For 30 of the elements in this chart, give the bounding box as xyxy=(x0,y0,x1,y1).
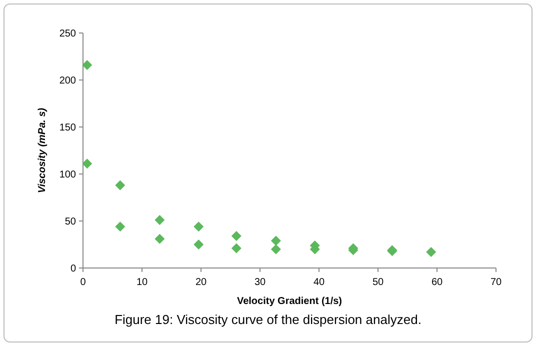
y-axis-title: Viscosity (mPa. s) xyxy=(37,107,48,194)
y-tick-label: 0 xyxy=(70,264,76,274)
y-tick-label: 200 xyxy=(59,76,76,86)
point xyxy=(154,234,165,244)
x-tick-label: 30 xyxy=(254,277,266,288)
y-tick-label: 150 xyxy=(59,122,76,134)
x-tick-label: 60 xyxy=(431,277,443,288)
x-tick-label: 40 xyxy=(313,277,325,288)
point xyxy=(270,236,281,246)
y-tick-label: 100 xyxy=(59,170,76,180)
point xyxy=(154,215,165,226)
x-tick-label: 70 xyxy=(490,277,502,288)
y-tick-label: 250 xyxy=(59,28,76,40)
point xyxy=(231,231,242,242)
point xyxy=(115,180,126,190)
caption: Figure 19: Viscosity curve of the dispersion analyzed. xyxy=(114,312,422,327)
point xyxy=(194,240,204,250)
x-tick-label: 10 xyxy=(136,277,148,288)
x-tick-label: 50 xyxy=(372,277,384,288)
point xyxy=(115,222,126,232)
x-tick-label: 0 xyxy=(80,277,86,288)
point xyxy=(82,60,92,70)
point xyxy=(270,244,281,254)
point xyxy=(426,247,436,258)
x-tick-label: 20 xyxy=(195,277,207,288)
y-tick-label: 50 xyxy=(64,216,76,228)
point xyxy=(231,243,242,254)
point xyxy=(194,222,204,232)
point xyxy=(82,158,92,169)
x-axis-title: Velocity Gradient (1/s) xyxy=(236,296,342,307)
